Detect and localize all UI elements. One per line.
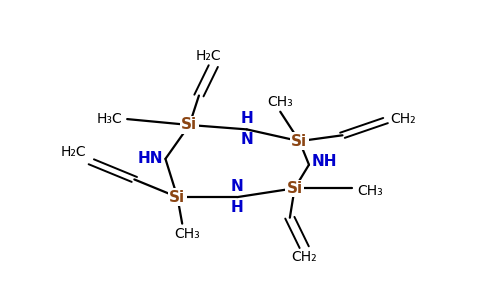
Text: Si: Si xyxy=(291,134,307,149)
Text: CH₃: CH₃ xyxy=(357,184,382,198)
Text: H₂C: H₂C xyxy=(61,145,87,159)
Text: Si: Si xyxy=(182,118,197,133)
Text: NH: NH xyxy=(311,154,337,169)
Text: CH₂: CH₂ xyxy=(291,250,317,264)
Text: CH₂: CH₂ xyxy=(390,112,416,126)
Text: H: H xyxy=(231,200,243,215)
Text: CH₃: CH₃ xyxy=(174,226,200,241)
Text: N: N xyxy=(231,179,243,194)
Text: N: N xyxy=(241,132,253,147)
Text: Si: Si xyxy=(287,181,302,196)
Text: H₂C: H₂C xyxy=(196,49,221,63)
Text: H: H xyxy=(241,111,253,126)
Text: CH₃: CH₃ xyxy=(267,95,293,109)
Text: Si: Si xyxy=(169,190,185,205)
Text: HN: HN xyxy=(137,151,163,166)
Text: H₃C: H₃C xyxy=(97,112,122,126)
